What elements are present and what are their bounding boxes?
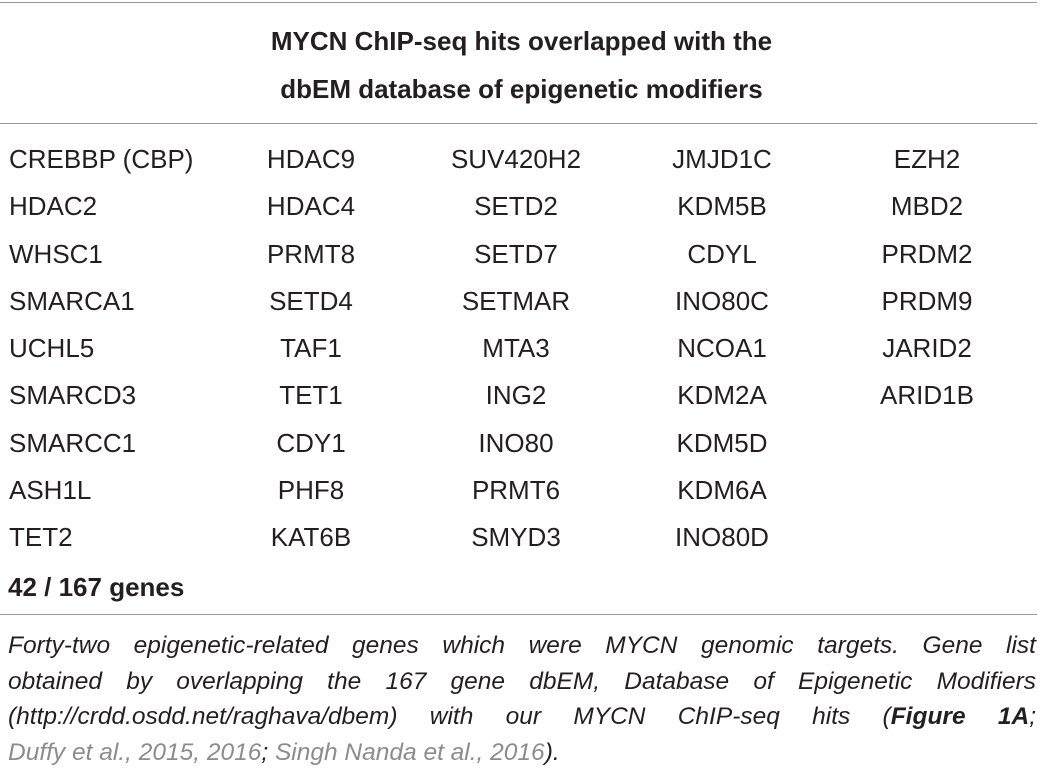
gene-cell: MBD2: [890, 191, 964, 222]
table-row: TET2 KAT6B SMYD3 INO80D: [0, 514, 1043, 561]
gene-table: CREBBP (CBP) HDAC9 SUV420H2 JMJD1C EZH2 …: [0, 136, 1043, 562]
gene-cell: SMARCA1: [9, 285, 135, 316]
gene-cell: PRDM9: [881, 285, 973, 316]
gene-cell: CDY1: [276, 427, 346, 458]
table-row: SMARCA1 SETD4 SETMAR INO80C PRDM9: [0, 278, 1043, 325]
table-title-line-1: MYCN ChIP-seq hits overlapped with the: [270, 26, 773, 56]
table-row: SMARCC1 CDY1 INO80 KDM5D: [0, 420, 1043, 467]
gene-cell: SMARCD3: [9, 380, 137, 411]
gene-cell: CREBBP (CBP): [9, 144, 194, 174]
citation-link-singh-nanda[interactable]: Singh Nanda et al., 2016: [274, 738, 545, 766]
gene-cell: HDAC2: [9, 191, 98, 222]
gene-cell: TET1: [279, 380, 343, 411]
table-caption: Forty-two epigenetic-related genes which…: [8, 628, 1036, 770]
gene-cell: NCOA1: [677, 333, 767, 364]
gene-cell: HDAC9: [266, 144, 356, 174]
gene-cell: SETD7: [474, 238, 558, 269]
gene-cell: INO80D: [675, 522, 769, 553]
table-row: ASH1L PHF8 PRMT6 KDM6A: [0, 467, 1043, 514]
table-row: CREBBP (CBP) HDAC9 SUV420H2 JMJD1C EZH2: [0, 136, 1043, 183]
caption-line-3: (http://crdd.osdd.net/raghava/dbem) with…: [8, 699, 1036, 735]
gene-count-label: 42 / 167 genes: [8, 572, 185, 602]
gene-cell: ASH1L: [9, 475, 92, 506]
gene-cell: PRDM2: [881, 238, 973, 269]
gene-cell: SUV420H2: [450, 144, 582, 174]
citation-link-duffy[interactable]: Duffy et al., 2015, 2016: [8, 738, 262, 766]
gene-cell: SETD4: [269, 285, 353, 316]
gene-cell: TET2: [9, 522, 73, 553]
table-row: SMARCD3 TET1 ING2 KDM2A ARID1B: [0, 372, 1043, 419]
gene-cell: WHSC1: [9, 238, 103, 269]
table-row: HDAC2 HDAC4 SETD2 KDM5B MBD2: [0, 183, 1043, 230]
gene-cell: SETD2: [474, 191, 558, 222]
gene-cell: SMARCC1: [9, 427, 137, 458]
header-rule: [0, 123, 1037, 124]
gene-cell: HDAC4: [266, 191, 356, 222]
gene-cell: SMYD3: [471, 522, 561, 553]
gene-cell: JMJD1C: [672, 144, 772, 174]
caption-text: ;: [1029, 703, 1036, 730]
footer-rule: [0, 614, 1037, 615]
figure-reference-link[interactable]: Figure 1A: [890, 703, 1030, 730]
gene-cell: TAF1: [280, 333, 342, 364]
gene-cell: CDYL: [687, 238, 757, 269]
caption-text: ).: [544, 738, 560, 766]
top-rule: [0, 2, 1037, 3]
gene-cell: ARID1B: [880, 380, 974, 411]
table-title-line-2: dbEM database of epigenetic modifiers: [280, 74, 763, 104]
gene-cell: SETMAR: [461, 285, 571, 316]
table-row: WHSC1 PRMT8 SETD7 CDYL PRDM2: [0, 231, 1043, 278]
caption-text: ;: [261, 738, 275, 766]
table-row: UCHL5 TAF1 MTA3 NCOA1 JARID2: [0, 325, 1043, 372]
gene-cell: MTA3: [482, 333, 550, 364]
gene-cell: JARID2: [882, 333, 972, 364]
gene-cell: INO80C: [675, 285, 769, 316]
gene-cell: KAT6B: [270, 522, 352, 553]
gene-cell: KDM5B: [677, 191, 767, 222]
gene-cell: UCHL5: [9, 333, 95, 364]
gene-cell: PRMT8: [266, 238, 356, 269]
caption-line-1: Forty-two epigenetic-related genes which…: [8, 632, 1036, 659]
gene-cell: KDM5D: [676, 427, 768, 458]
gene-cell: ING2: [485, 380, 547, 411]
gene-cell: PRMT6: [471, 475, 561, 506]
gene-cell: KDM6A: [677, 475, 767, 506]
caption-text: (http://crdd.osdd.net/raghava/dbem) with…: [8, 703, 891, 730]
gene-cell: KDM2A: [677, 380, 767, 411]
caption-line-2: obtained by overlapping the 167 gene dbE…: [8, 667, 1036, 695]
table-title: MYCN ChIP-seq hits overlapped with the d…: [0, 17, 1043, 113]
caption-line-4: Duffy et al., 2015, 2016; Singh Nanda et…: [8, 735, 1036, 771]
gene-cell: EZH2: [893, 144, 961, 174]
gene-cell: PHF8: [277, 475, 345, 506]
gene-cell: INO80: [478, 427, 554, 458]
